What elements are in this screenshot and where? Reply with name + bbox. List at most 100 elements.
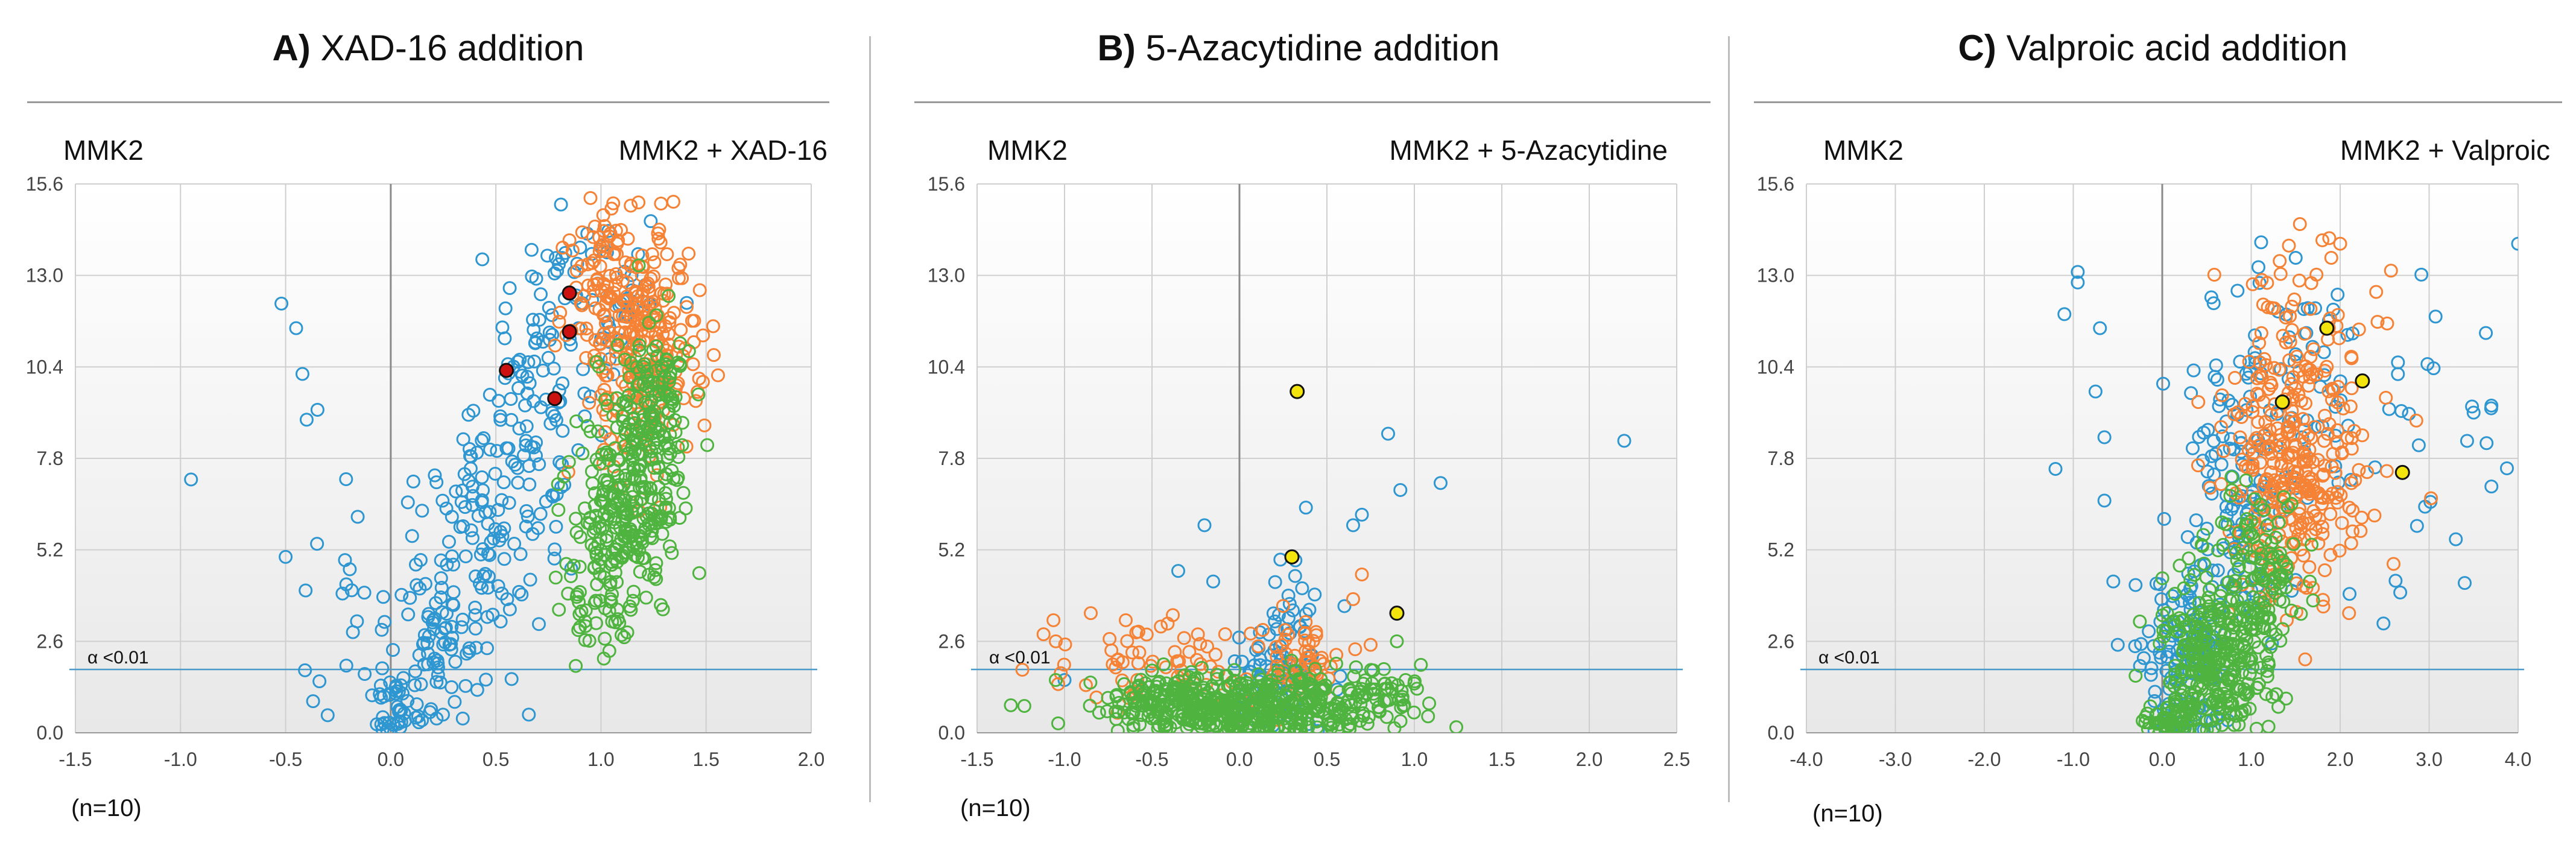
blue-point (533, 507, 548, 521)
blue-point (299, 413, 314, 427)
y-tick-label: 15.6 (26, 173, 63, 195)
panel-a-title-text: XAD-16 addition (320, 28, 584, 68)
blue-point (350, 614, 364, 628)
blue-point (504, 413, 519, 427)
blue-point (502, 602, 517, 616)
y-tick-label: 0.0 (37, 722, 63, 744)
blue-point (376, 689, 391, 704)
blue-point (507, 537, 522, 551)
blue-point (454, 495, 469, 509)
blue-point (412, 648, 426, 662)
orange-point (619, 289, 634, 304)
panel-a-title: A) XAD-16 addition (0, 27, 856, 69)
blue-point (481, 516, 495, 531)
blue-point (339, 659, 353, 673)
blue-point (498, 301, 513, 315)
blue-point (496, 475, 511, 490)
blue-point (493, 615, 508, 629)
blue-point (413, 581, 427, 596)
blue-point (415, 713, 429, 727)
orange-point (679, 300, 694, 314)
blue-point (524, 242, 539, 257)
blue-point (448, 695, 462, 709)
orange-point (609, 267, 623, 282)
orange-point (629, 260, 644, 274)
orange-point (598, 316, 613, 331)
blue-point (350, 510, 365, 524)
x-tick-label: 0.5 (483, 748, 509, 770)
blue-point (504, 672, 519, 686)
panel-b-title-text: 5-Azacytidine addition (1145, 28, 1500, 68)
blue-point (476, 542, 490, 556)
blue-point (357, 586, 372, 600)
panel-separator-1 (869, 36, 871, 802)
blue-point (457, 467, 472, 481)
blue-point (520, 370, 534, 384)
blue-point (413, 553, 428, 568)
blue-point (468, 608, 483, 622)
blue-point (514, 587, 529, 602)
blue-point (375, 622, 389, 637)
blue-point (431, 668, 445, 682)
blue-point (511, 381, 526, 395)
blue-point (480, 641, 495, 656)
blue-point (468, 600, 483, 615)
blue-point (289, 321, 303, 335)
blue-point (279, 549, 293, 564)
blue-point (481, 569, 496, 584)
orange-point (692, 283, 707, 297)
orange-point (586, 230, 601, 244)
orange-point (585, 256, 600, 270)
panel-b-title-rule (914, 101, 1710, 103)
blue-point (502, 496, 516, 510)
orange-point (647, 255, 662, 270)
orange-point (626, 324, 641, 339)
blue-point (420, 636, 435, 651)
y-tick-label: 10.4 (26, 356, 63, 378)
blue-point (428, 468, 442, 482)
blue-point (458, 549, 473, 564)
x-tick-label: -1.5 (59, 748, 92, 770)
blue-point (444, 642, 458, 657)
blue-point (310, 537, 324, 551)
blue-point (680, 296, 694, 310)
blue-point (486, 607, 500, 622)
blue-point (511, 475, 525, 490)
panel-c-right-label: MMK2 + Valproic (2340, 134, 2550, 166)
orange-point (552, 314, 566, 329)
blue-point (445, 680, 459, 694)
blue-point (320, 708, 335, 723)
orange-point (582, 396, 597, 410)
orange-point (666, 306, 681, 320)
blue-point (519, 419, 534, 434)
x-tick-label: 2.0 (798, 748, 824, 770)
blue-point (527, 394, 541, 408)
orange-point (631, 195, 646, 210)
x-tick-label: -0.5 (269, 748, 302, 770)
blue-point (549, 519, 563, 534)
blue-point (312, 674, 327, 689)
orange-point (710, 368, 725, 382)
panel-a-n-label: (n=10) (71, 795, 142, 821)
blue-point (385, 643, 400, 657)
blue-point (524, 439, 539, 454)
blue-point (573, 241, 587, 255)
blue-point (522, 707, 536, 722)
orange-point (608, 331, 622, 345)
blue-point (406, 474, 420, 489)
blue-point (389, 684, 403, 698)
scatter-points (184, 191, 725, 733)
blue-point (415, 504, 429, 518)
blue-point (403, 590, 417, 605)
orange-point (627, 303, 641, 318)
blue-point (397, 713, 412, 728)
blue-point (550, 264, 565, 278)
blue-point (512, 421, 527, 435)
orange-point (686, 357, 700, 372)
panel-c-left-label: MMK2 (1823, 134, 1904, 166)
blue-point (540, 248, 555, 263)
orange-point (569, 264, 584, 278)
panel-b-n-label: (n=10) (960, 795, 1031, 821)
blue-point (534, 287, 548, 302)
blue-point (541, 350, 555, 365)
